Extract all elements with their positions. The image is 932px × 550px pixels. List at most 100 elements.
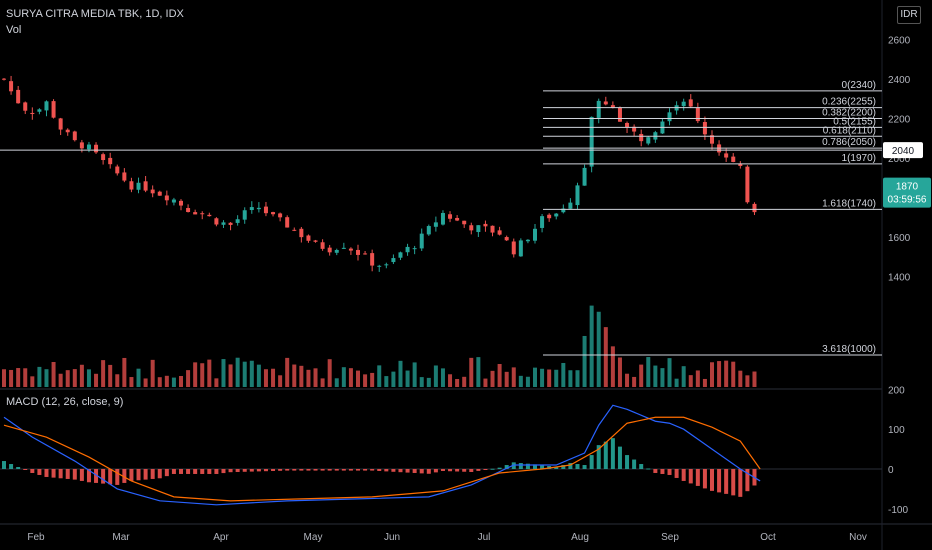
signal-line — [3, 416, 761, 502]
macd-histogram-bar — [150, 469, 155, 479]
candle-body — [79, 142, 84, 149]
candle-body — [370, 253, 375, 266]
macd-histogram-bar — [625, 455, 630, 469]
candle-body — [533, 228, 537, 241]
hline-price-text: 2040 — [892, 146, 915, 157]
price-tick-label: 2600 — [888, 36, 911, 47]
fib-level-label: 1.618(1740) — [822, 198, 876, 209]
macd-histogram-bar — [377, 469, 382, 471]
volume-bar — [200, 363, 205, 387]
macd-histogram-bar — [745, 469, 750, 492]
candle-body — [596, 100, 601, 118]
volume-bar — [271, 368, 276, 387]
macd-histogram-bar — [504, 465, 509, 469]
macd-histogram-bar — [256, 469, 261, 472]
macd-histogram-bar — [462, 469, 467, 472]
macd-histogram-bar — [717, 469, 722, 493]
candle-body — [242, 210, 247, 220]
macd-histogram-bar — [9, 464, 14, 469]
macd-histogram-bar — [731, 469, 736, 496]
candle-body — [745, 166, 750, 203]
volume-bar — [667, 358, 672, 387]
macd-line — [3, 404, 761, 506]
macd-histogram-bar — [554, 467, 559, 469]
candle-body — [490, 225, 495, 233]
volume-bar — [688, 375, 693, 387]
macd-histogram-bar — [391, 469, 396, 472]
candle-body — [582, 167, 587, 186]
macd-histogram-bar — [702, 469, 707, 489]
macd-histogram-bar — [710, 469, 714, 491]
candle-body — [547, 214, 552, 219]
currency-badge[interactable]: IDR — [897, 6, 921, 24]
volume-bar — [249, 360, 254, 387]
macd-histogram-bar — [356, 469, 360, 471]
volume-bar — [136, 368, 141, 387]
macd-histogram-bar — [58, 469, 63, 479]
candle-body — [625, 122, 630, 128]
last-price-text: 1870 — [896, 182, 919, 193]
volume-bar — [497, 364, 502, 387]
volume-bar — [341, 367, 346, 387]
fib-level-label: 0.786(2050) — [822, 137, 876, 148]
macd-histogram-bar — [164, 469, 169, 477]
macd-histogram-bar — [575, 464, 580, 469]
macd-histogram-bar — [589, 455, 594, 469]
volume-bar — [157, 377, 162, 387]
macd-histogram-bar — [157, 469, 162, 479]
candle-body — [497, 230, 502, 235]
time-tick-label: Sep — [661, 532, 679, 543]
price-tick-label: 2200 — [888, 115, 911, 126]
candle-body — [157, 191, 162, 196]
candle-body — [193, 212, 198, 215]
volume-bar — [23, 368, 28, 387]
candle-body — [617, 107, 622, 122]
candle-body — [646, 137, 651, 144]
macd-histogram-bar — [660, 469, 665, 474]
time-tick-label: Aug — [571, 532, 589, 543]
macd-histogram-bar — [511, 462, 516, 469]
volume-bar — [575, 370, 580, 387]
candle-body — [299, 228, 304, 238]
volume-bar — [745, 375, 750, 387]
volume-bar — [752, 371, 757, 387]
macd-histogram-bar — [603, 441, 608, 469]
candle-body — [306, 235, 311, 241]
macd-histogram-bar — [23, 469, 28, 470]
candle-body — [681, 101, 686, 107]
volume-bar — [469, 357, 474, 387]
candle-body — [738, 163, 743, 166]
volume-bar — [476, 357, 481, 387]
candle-body — [440, 212, 445, 225]
volume-bar — [108, 364, 113, 387]
candle-body — [58, 118, 63, 130]
candle-body — [433, 222, 438, 227]
macd-histogram-bar — [724, 469, 729, 494]
price-tick-label: 1400 — [888, 273, 911, 284]
volume-bar — [412, 362, 417, 387]
volume-bar — [256, 364, 261, 387]
volume-bar — [582, 335, 587, 387]
volume-bar — [483, 378, 488, 387]
macd-histogram-bar — [108, 469, 113, 485]
candle-body — [724, 153, 729, 158]
volume-bar — [94, 373, 99, 387]
fib-level-label: 1(1970) — [842, 153, 876, 164]
macd-histogram-bar — [86, 469, 91, 483]
macd-histogram-bar — [207, 469, 212, 474]
candle-body — [179, 200, 183, 206]
macd-histogram-bar — [518, 463, 523, 469]
macd-histogram-bar — [228, 469, 233, 473]
volume-bar — [561, 362, 566, 387]
volume-bar — [313, 368, 318, 387]
candle-body — [256, 207, 261, 210]
price-tick-label: 2400 — [888, 75, 911, 86]
volume-bar — [370, 372, 375, 387]
volume-bar — [653, 365, 658, 387]
macd-histogram-bar — [561, 465, 566, 469]
fib-level-label: 0.5(2155) — [833, 116, 876, 127]
macd-histogram-bar — [94, 469, 99, 483]
volume-bar — [58, 373, 63, 387]
volume-bar — [518, 375, 523, 387]
